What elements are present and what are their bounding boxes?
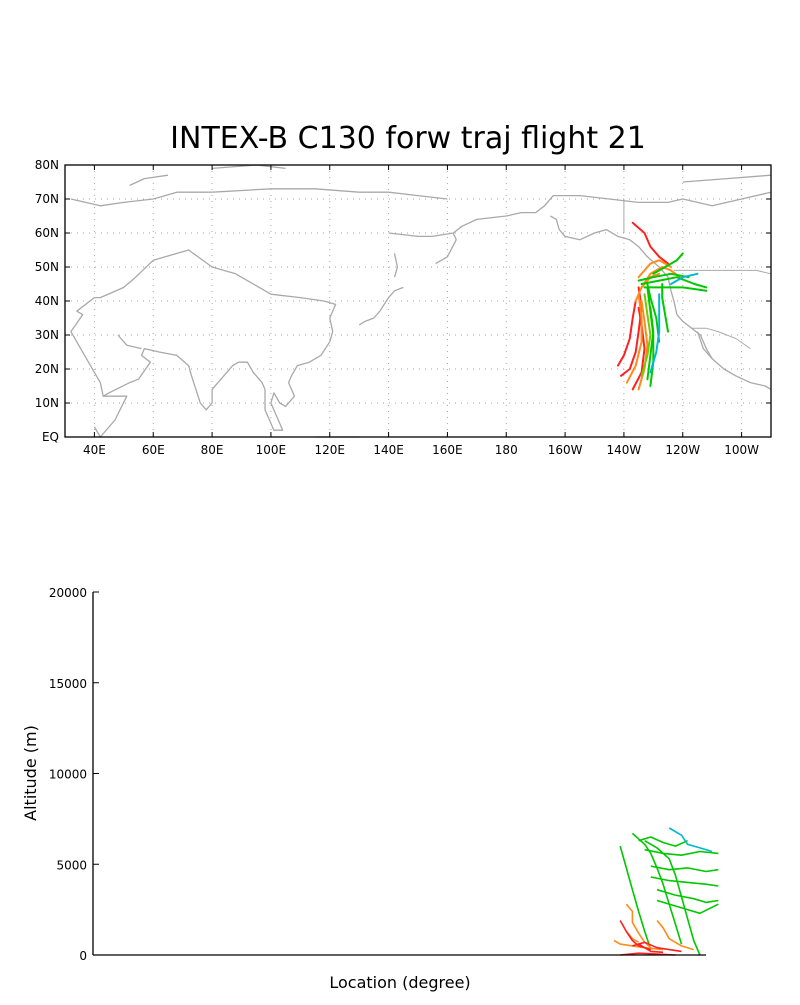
map-x-tick-label: 120W <box>665 443 700 457</box>
coastline <box>117 334 142 350</box>
coastline <box>129 174 169 186</box>
coastline <box>212 188 448 200</box>
map-x-tick-label: 140E <box>373 443 404 457</box>
map-borders <box>623 199 772 350</box>
coastline <box>388 191 772 238</box>
map-trajectory-line <box>652 252 684 275</box>
map-y-tick-label: 50N <box>35 260 59 274</box>
map-x-tick-label: 60E <box>142 443 165 457</box>
altitude-trajectory-line <box>656 919 694 951</box>
altitude-trajectory-line <box>619 845 652 950</box>
map-trajectory-line <box>640 276 708 289</box>
altitude-trajectory-line <box>650 865 719 873</box>
map-trajectory-line <box>637 259 672 279</box>
map-y-tick-label: 30N <box>35 328 59 342</box>
altitude-y-tick-label: 15000 <box>49 677 87 691</box>
altitude-trajectory-line <box>638 836 688 847</box>
altitude-trajectory-line <box>668 827 713 853</box>
political-border <box>673 269 772 275</box>
altitude-panel: 0 5000 10000 15000 20000 Location (degree) A… <box>21 586 719 992</box>
map-y-tick-label: 40N <box>35 294 59 308</box>
chart-title: INTEX-B C130 forw traj flight 21 <box>170 121 646 156</box>
map-trajectory-line <box>631 221 669 265</box>
coastline <box>373 286 404 319</box>
coastline <box>682 174 772 183</box>
altitude-trajectory-line <box>644 848 719 857</box>
coastline <box>696 331 713 360</box>
altitude-y-label: Altitude (m) <box>21 725 40 821</box>
altitude-y-tick-label: 10000 <box>49 768 87 782</box>
political-border <box>691 327 751 350</box>
altitude-y-tick-label: 20000 <box>49 586 87 600</box>
map-y-tick-label: 60N <box>35 226 59 240</box>
map-panel: 40E 60E 80E 100E 120E 140E 160E 180 160W 140W 120W… <box>35 158 772 457</box>
map-x-ticks: 40E 60E 80E 100E 120E 140E 160E 180 160W 140W 120W… <box>83 165 759 457</box>
map-y-ticks: EQ 10N 20N 30N 40N 50N 60N 70N 80N <box>35 158 771 444</box>
map-x-tick-label: 100E <box>256 443 287 457</box>
coastline <box>70 249 337 438</box>
map-trajectories <box>617 221 708 391</box>
map-x-tick-label: 180 <box>495 443 518 457</box>
map-trajectory-line <box>649 293 661 374</box>
coastline <box>358 317 375 326</box>
altitude-trajectory-line <box>644 840 701 956</box>
map-trajectory-line <box>637 272 690 282</box>
map-x-tick-label: 140W <box>607 443 642 457</box>
map-coastlines <box>70 164 772 438</box>
map-y-tick-label: 20N <box>35 362 59 376</box>
altitude-trajectory-line <box>656 899 719 915</box>
coastline <box>70 191 213 207</box>
map-x-tick-label: 160W <box>548 443 583 457</box>
coastline <box>550 215 772 390</box>
map-y-tick-label: 10N <box>35 396 59 410</box>
map-trajectory-line <box>670 272 699 285</box>
altitude-trajectory-line <box>638 943 664 954</box>
map-trajectory-line <box>617 300 637 367</box>
map-trajectory-line <box>625 293 643 384</box>
altitude-y-ticks: 0 5000 10000 15000 20000 <box>49 586 99 963</box>
altitude-trajectory-line <box>631 832 683 945</box>
map-x-tick-label: 100W <box>724 443 759 457</box>
map-x-tick-label: 80E <box>201 443 224 457</box>
map-trajectory-line <box>643 286 708 292</box>
altitude-trajectory-line <box>656 888 719 904</box>
map-x-tick-label: 40E <box>83 443 106 457</box>
altitude-trajectory-line <box>632 941 682 953</box>
map-trajectory-line <box>646 283 661 343</box>
map-trajectory-line <box>661 283 669 333</box>
altitude-x-label: Location (degree) <box>329 973 470 992</box>
map-x-tick-label: 120E <box>315 443 346 457</box>
altitude-trajectories <box>613 827 719 956</box>
coastline <box>393 253 399 278</box>
map-y-tick-label: EQ <box>42 430 59 444</box>
map-gridlines <box>65 164 771 438</box>
map-trajectory-line <box>640 293 652 377</box>
altitude-y-tick-label: 0 <box>79 949 87 963</box>
map-trajectory-line <box>646 306 655 381</box>
altitude-trajectory-line <box>650 876 719 887</box>
coastline <box>70 331 104 397</box>
coastline <box>435 232 457 265</box>
map-x-tick-label: 160E <box>432 443 463 457</box>
map-y-tick-label: 80N <box>35 158 59 172</box>
altitude-y-tick-label: 5000 <box>56 858 87 872</box>
map-y-tick-label: 70N <box>35 192 59 206</box>
